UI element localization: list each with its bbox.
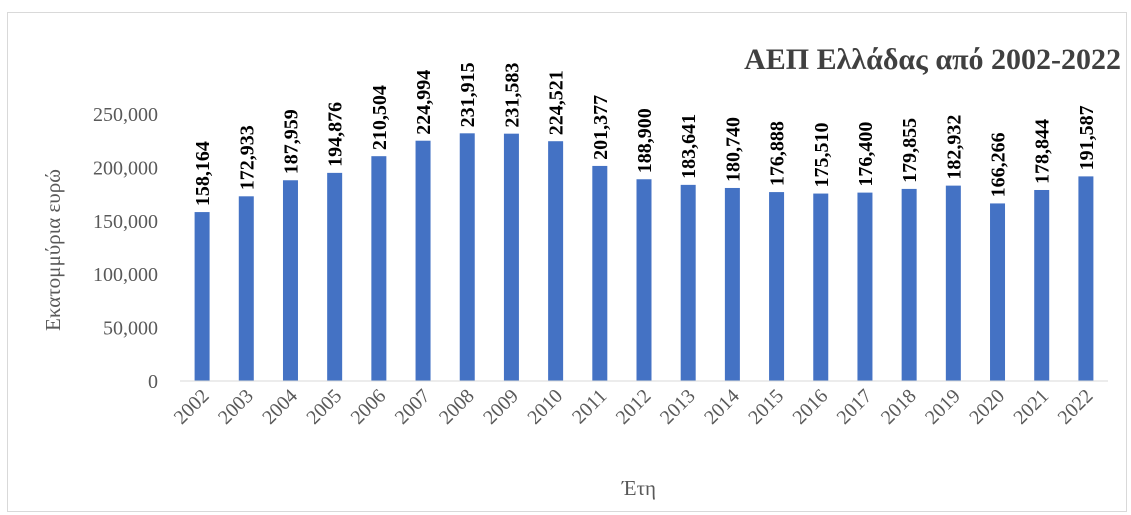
bar xyxy=(724,187,740,381)
data-label: 231,915 xyxy=(457,62,479,127)
data-label: 224,994 xyxy=(413,70,435,135)
y-tick-label: 250,000 xyxy=(93,104,158,126)
data-label: 166,266 xyxy=(988,132,1010,197)
data-label: 224,521 xyxy=(546,70,568,135)
y-tick-label: 100,000 xyxy=(93,264,158,286)
x-tick-label: 2020 xyxy=(965,385,1009,429)
data-label: 231,583 xyxy=(501,63,523,128)
x-tick-label: 2004 xyxy=(258,385,302,429)
bar xyxy=(327,172,343,381)
bar xyxy=(680,184,696,381)
x-tick-label: 2015 xyxy=(744,385,788,429)
x-tick-label: 2017 xyxy=(833,385,877,429)
x-tick-label: 2011 xyxy=(568,385,611,428)
x-tick-label: 2022 xyxy=(1054,385,1098,429)
bar xyxy=(238,196,254,381)
x-tick-label: 2010 xyxy=(523,385,567,429)
data-label: 188,900 xyxy=(634,108,656,173)
data-label: 194,876 xyxy=(325,102,347,167)
x-tick-label: 2016 xyxy=(788,385,832,429)
x-tick-label: 2009 xyxy=(479,385,523,429)
x-tick-label: 2018 xyxy=(877,385,921,429)
data-label: 175,510 xyxy=(811,123,833,188)
bar xyxy=(636,179,652,381)
bar xyxy=(769,192,785,381)
bar xyxy=(901,188,917,381)
bar xyxy=(503,133,519,381)
bar xyxy=(459,133,475,381)
bar xyxy=(371,156,387,381)
bar xyxy=(945,185,961,381)
x-tick-label: 2002 xyxy=(170,385,214,429)
x-tick-label: 2012 xyxy=(612,385,656,429)
data-label: 201,377 xyxy=(590,95,612,160)
chart-frame: ΑΕΠ Ελλάδας από 2002-2022 Έτη Εκατομμύρι… xyxy=(7,12,1127,512)
y-tick-label: 0 xyxy=(148,371,158,393)
bar xyxy=(282,180,298,381)
x-tick-label: 2013 xyxy=(656,385,700,429)
data-label: 179,855 xyxy=(899,118,921,183)
data-label: 187,959 xyxy=(280,109,302,174)
bar xyxy=(813,193,829,381)
y-tick-label: 50,000 xyxy=(103,318,158,340)
y-tick-label: 200,000 xyxy=(93,157,158,179)
data-label: 183,641 xyxy=(678,114,700,179)
chart-title: ΑΕΠ Ελλάδας από 2002-2022 xyxy=(744,43,1121,76)
data-label: 158,164 xyxy=(192,141,214,206)
bar xyxy=(1078,176,1094,381)
x-tick-label: 2021 xyxy=(1009,385,1053,429)
data-label: 210,504 xyxy=(369,85,391,150)
bar xyxy=(548,141,564,381)
bar xyxy=(990,203,1006,381)
data-label: 180,740 xyxy=(722,117,744,182)
x-tick-label: 2007 xyxy=(391,385,435,429)
x-tick-label: 2006 xyxy=(347,385,391,429)
x-axis-title: Έτη xyxy=(621,476,656,500)
bar-chart: ΑΕΠ Ελλάδας από 2002-2022 Έτη Εκατομμύρι… xyxy=(41,43,1121,500)
bar xyxy=(415,140,431,381)
data-label: 176,888 xyxy=(767,121,789,186)
x-tick-label: 2014 xyxy=(700,385,744,429)
data-label: 178,844 xyxy=(1032,119,1054,184)
bar xyxy=(1034,189,1050,381)
bar xyxy=(592,165,608,381)
data-label: 176,400 xyxy=(855,122,877,187)
data-label: 182,932 xyxy=(943,115,965,180)
bar xyxy=(194,212,210,381)
x-tick-label: 2019 xyxy=(921,385,965,429)
x-tick-label: 2008 xyxy=(435,385,479,429)
bar xyxy=(857,192,873,381)
x-tick-label: 2003 xyxy=(214,385,258,429)
y-axis-title: Εκατομμύρια ευρώ xyxy=(41,169,65,331)
y-tick-label: 150,000 xyxy=(93,211,158,233)
x-tick-label: 2005 xyxy=(302,385,346,429)
data-label: 191,587 xyxy=(1076,105,1098,170)
data-label: 172,933 xyxy=(236,125,258,190)
